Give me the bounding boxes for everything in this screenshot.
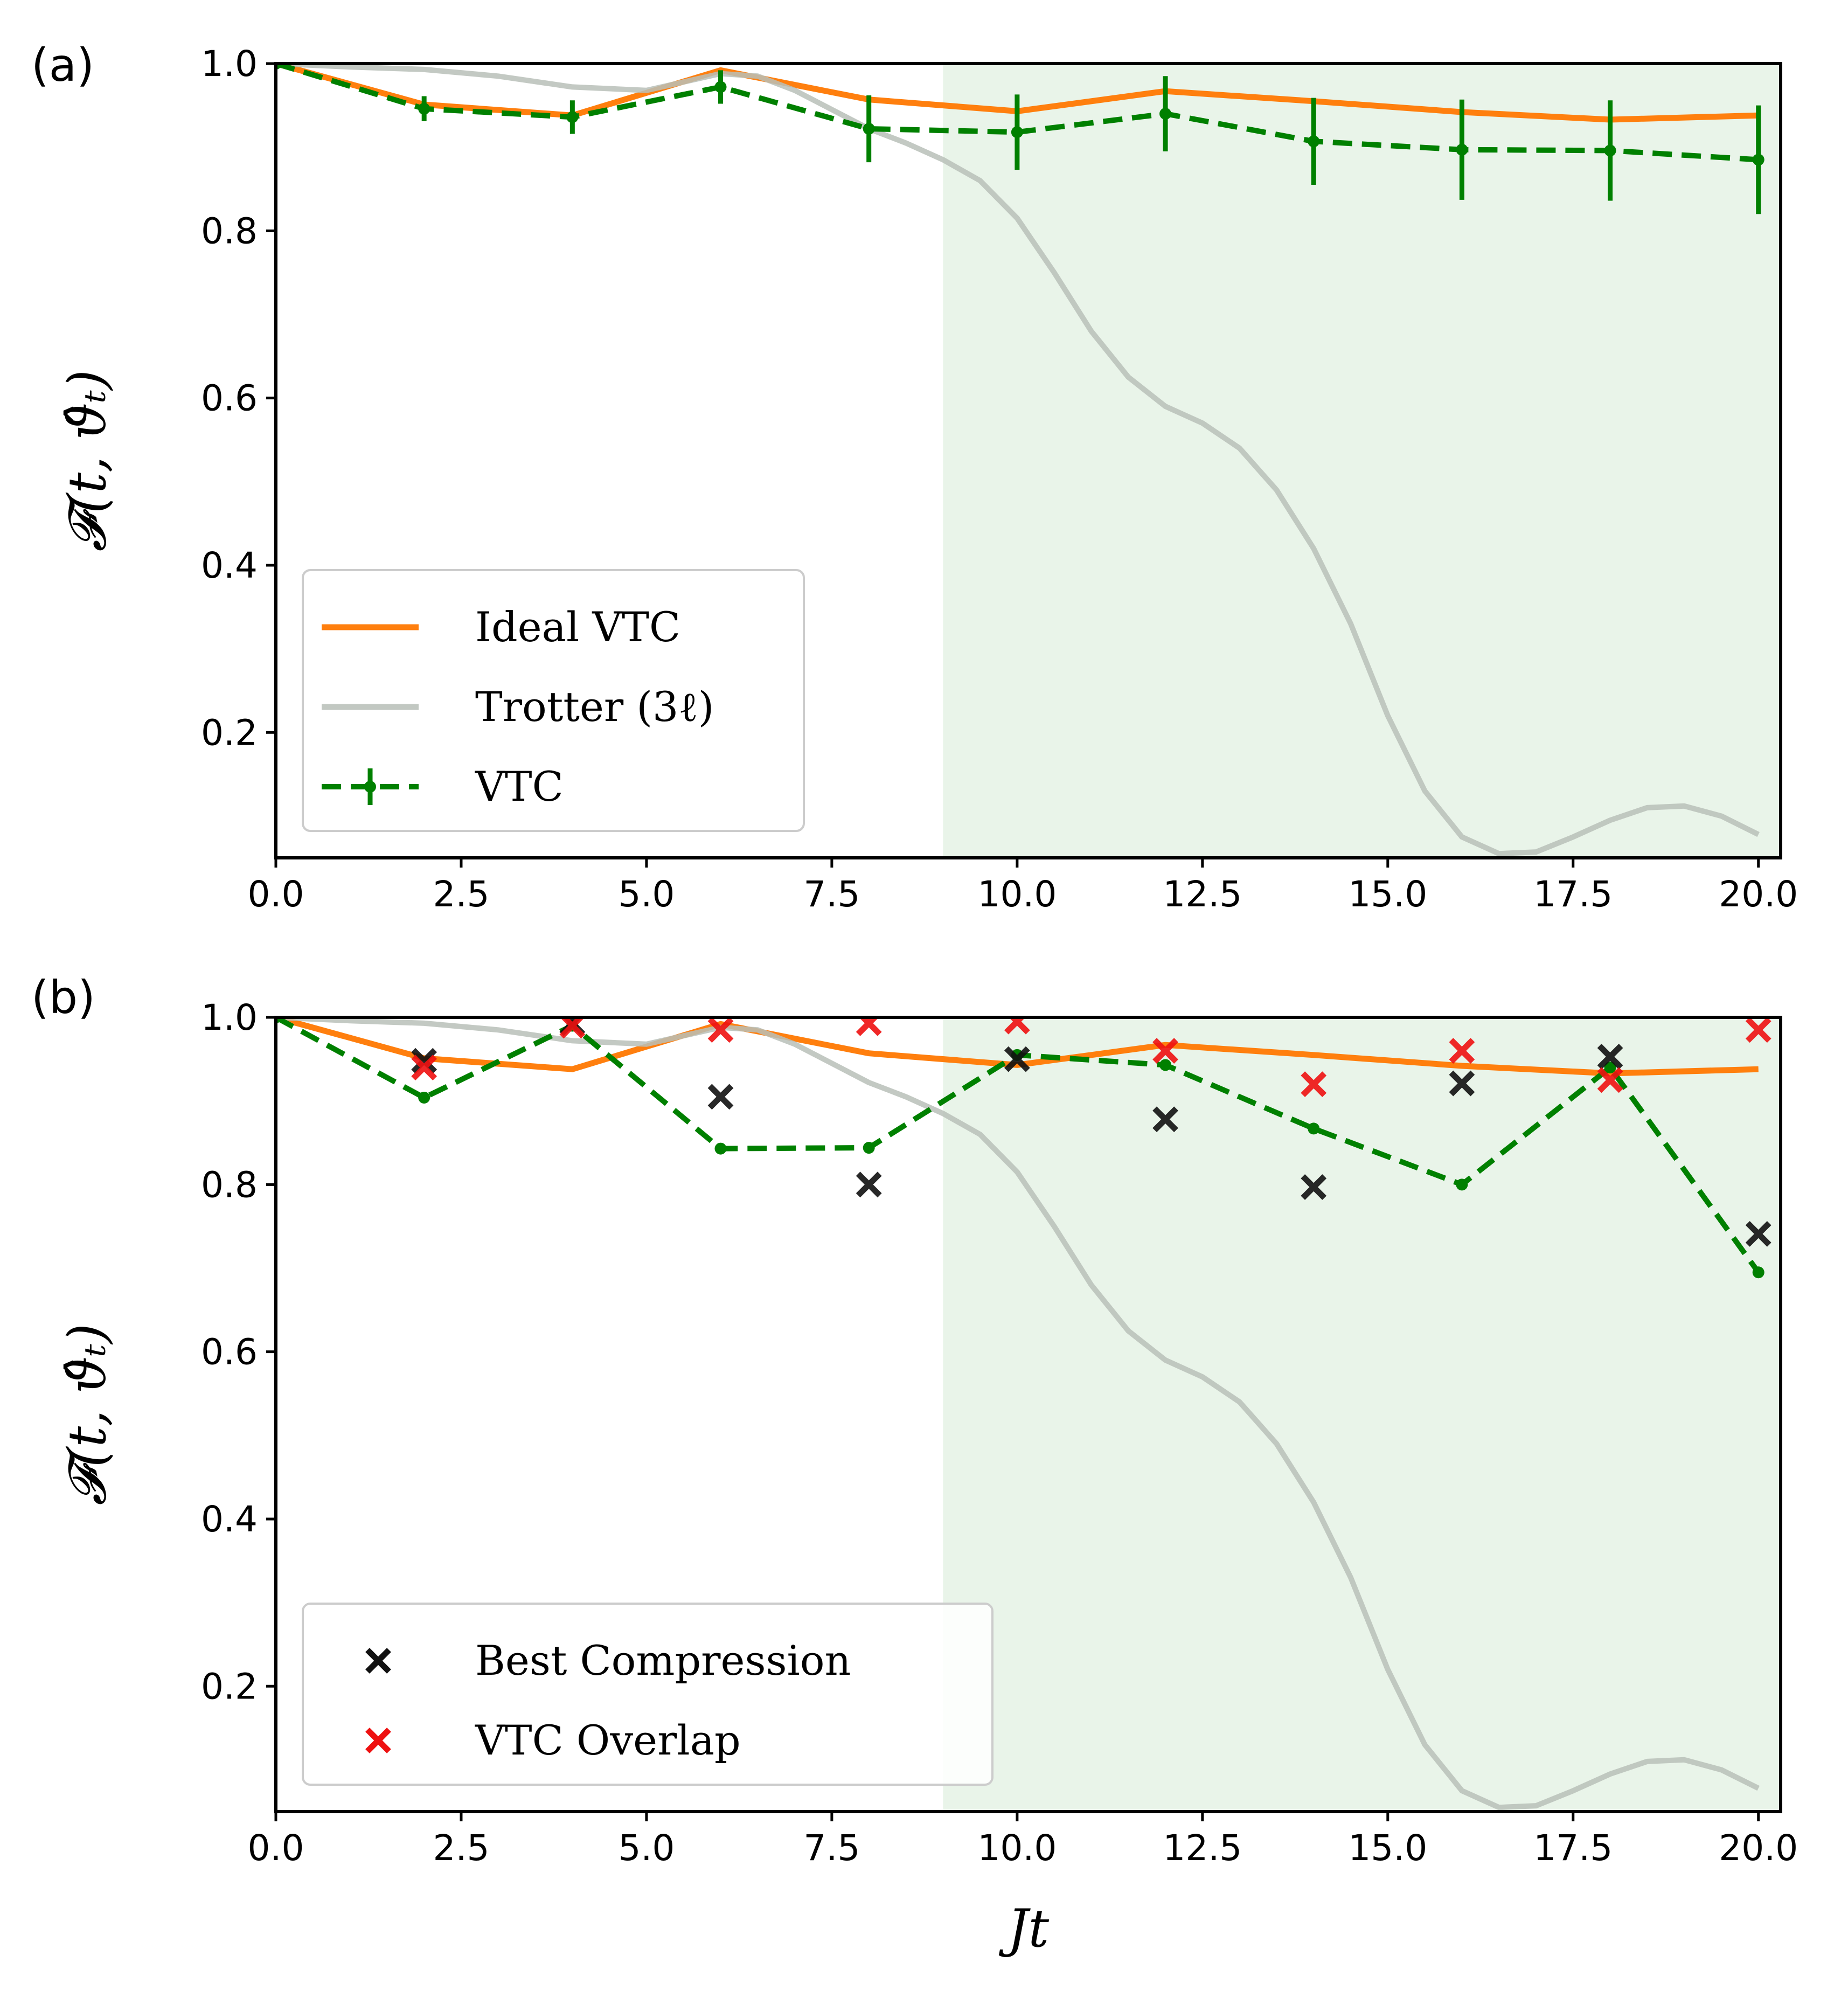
best-compression-marker xyxy=(411,1048,437,1074)
panel-a: 0.0 2.5 5.0 7.5 10.0 12.5 15.0 17.5 20.0 0.2 0.4 0.… xyxy=(31,39,1798,915)
best-compression-marker xyxy=(1449,1070,1475,1097)
vtc-point xyxy=(714,81,727,93)
vtc-point xyxy=(863,123,875,135)
y-tick-label: 0.8 xyxy=(201,1164,258,1205)
y-tick-label: 0.2 xyxy=(201,712,258,753)
vtc-point xyxy=(1011,126,1023,138)
vtc-point xyxy=(418,1091,430,1104)
x-tick-label: 2.5 xyxy=(433,873,489,915)
x-tick-label: 5.0 xyxy=(618,1827,675,1869)
vtc-overlap-marker xyxy=(1597,1067,1623,1093)
x-tick-label: 0.0 xyxy=(248,873,304,915)
vtc-point xyxy=(1159,1059,1172,1071)
vtc-overlap-marker xyxy=(1745,1017,1771,1043)
legend-marker xyxy=(365,1648,391,1674)
axes-frame xyxy=(274,1016,1782,1813)
vtc-point xyxy=(1752,1266,1764,1279)
vtc-point xyxy=(1604,1062,1616,1074)
vtc-point xyxy=(1159,108,1172,120)
x-tick-label: 0.0 xyxy=(248,1827,304,1869)
vtc-point xyxy=(1456,143,1468,156)
plot-area xyxy=(276,1017,1771,1811)
vtc-point xyxy=(1308,135,1320,148)
y-tick-label: 0.6 xyxy=(201,1332,258,1373)
y-axis-label: 𝓕(t, ϑ̂ₜ) xyxy=(57,1323,117,1506)
panel-label: (a) xyxy=(31,39,94,92)
best-compression-marker xyxy=(1004,1046,1030,1072)
y-tick-label: 1.0 xyxy=(201,43,258,85)
trotter-3-line xyxy=(276,64,1760,857)
best-compression-marker xyxy=(707,1084,734,1110)
legend-marker xyxy=(365,1728,391,1753)
vtc-point xyxy=(863,1142,875,1154)
x-axis-label: Jt xyxy=(998,1898,1049,1959)
legend-label: VTC xyxy=(475,762,564,810)
best-compression-marker xyxy=(1745,1221,1771,1247)
vtc-point xyxy=(1752,154,1764,166)
y-tick-label: 0.2 xyxy=(201,1666,258,1707)
best-compression-marker xyxy=(1301,1174,1327,1200)
x-tick-label: 7.5 xyxy=(803,1827,860,1869)
plot-area xyxy=(276,64,1764,857)
vtc-overlap-marker xyxy=(1449,1038,1475,1064)
x-tick-label: 15.0 xyxy=(1348,1827,1427,1869)
x-tick-label: 17.5 xyxy=(1533,873,1613,915)
vtc-point xyxy=(1456,1178,1468,1191)
legend-box xyxy=(302,569,805,832)
axes-frame xyxy=(274,62,1782,859)
legend-label: Ideal VTC xyxy=(475,603,680,651)
best-compression-marker xyxy=(856,1171,882,1198)
y-axis-label: 𝓕(t, ϑ̂ₜ) xyxy=(57,370,117,552)
vtc-point xyxy=(714,1142,727,1155)
vtc-overlap-marker xyxy=(1004,1017,1030,1035)
shaded-region xyxy=(943,64,1781,858)
x-tick-label: 10.0 xyxy=(977,1827,1057,1869)
x-tick-label: 12.5 xyxy=(1163,1827,1242,1869)
vtc-overlap-marker xyxy=(1301,1071,1327,1098)
x-tick-label: 17.5 xyxy=(1533,1827,1613,1869)
panel-b: 0.0 2.5 5.0 7.5 10.0 12.5 15.0 17.5 20.0 0.2 0.4 0.… xyxy=(31,971,1798,1959)
best-compression-marker xyxy=(1152,1106,1178,1133)
x-tick-label: 10.0 xyxy=(977,873,1057,915)
panel-label: (b) xyxy=(31,971,95,1024)
vtc-overlap-marker xyxy=(856,1017,882,1036)
legend: Ideal VTC Trotter (3ℓ) VTC xyxy=(302,569,805,832)
vtc-overlap-marker xyxy=(707,1017,734,1043)
legend-box xyxy=(302,1603,994,1786)
ideal-vtc-line xyxy=(276,1017,1759,1077)
vtc-overlap-marker xyxy=(1152,1038,1178,1064)
x-tick-label: 12.5 xyxy=(1163,873,1242,915)
x-tick-label: 20.0 xyxy=(1719,873,1798,915)
x-tick-label: 20.0 xyxy=(1719,1827,1798,1869)
vtc-point xyxy=(418,102,430,115)
shaded-region xyxy=(943,1017,1781,1812)
vtc-point xyxy=(1604,144,1616,157)
legend: Best Compression VTC Overlap xyxy=(302,1603,994,1786)
y-tick-label: 0.6 xyxy=(201,378,258,419)
legend-label: VTC Overlap xyxy=(475,1716,741,1764)
y-tick-label: 0.4 xyxy=(201,545,258,586)
legend-label: Best Compression xyxy=(475,1636,851,1684)
legend-point xyxy=(364,781,376,793)
y-tick-label: 1.0 xyxy=(201,997,258,1038)
x-tick-label: 2.5 xyxy=(433,1827,489,1869)
best-compression-marker xyxy=(1597,1044,1623,1070)
y-tick-label: 0.4 xyxy=(201,1499,258,1540)
x-tick-label: 15.0 xyxy=(1348,873,1427,915)
vtc-point xyxy=(1308,1122,1320,1135)
vtc-point xyxy=(566,111,579,123)
legend-label: Trotter (3ℓ) xyxy=(475,683,714,731)
y-tick-label: 0.8 xyxy=(201,210,258,252)
trotter-3-line xyxy=(276,1017,1760,1811)
x-tick-label: 7.5 xyxy=(803,873,860,915)
vtc-overlap-marker xyxy=(411,1055,437,1080)
x-tick-label: 5.0 xyxy=(618,873,675,915)
